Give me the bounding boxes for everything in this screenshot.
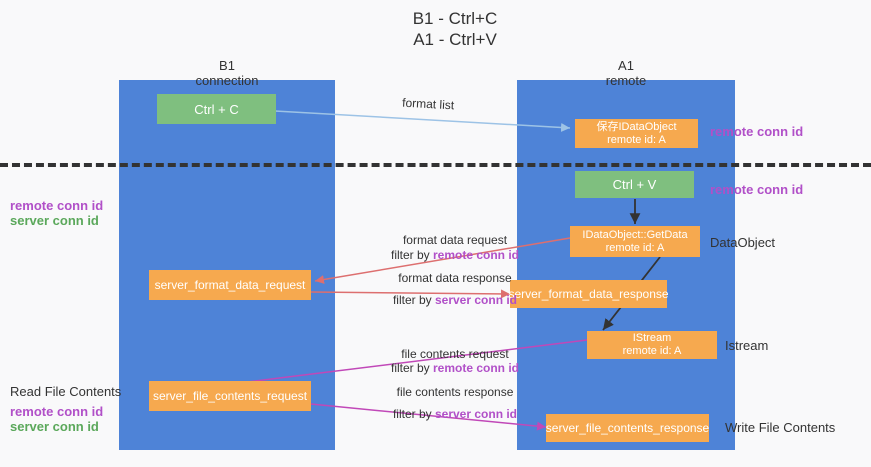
svg-text:format list: format list — [402, 96, 455, 113]
